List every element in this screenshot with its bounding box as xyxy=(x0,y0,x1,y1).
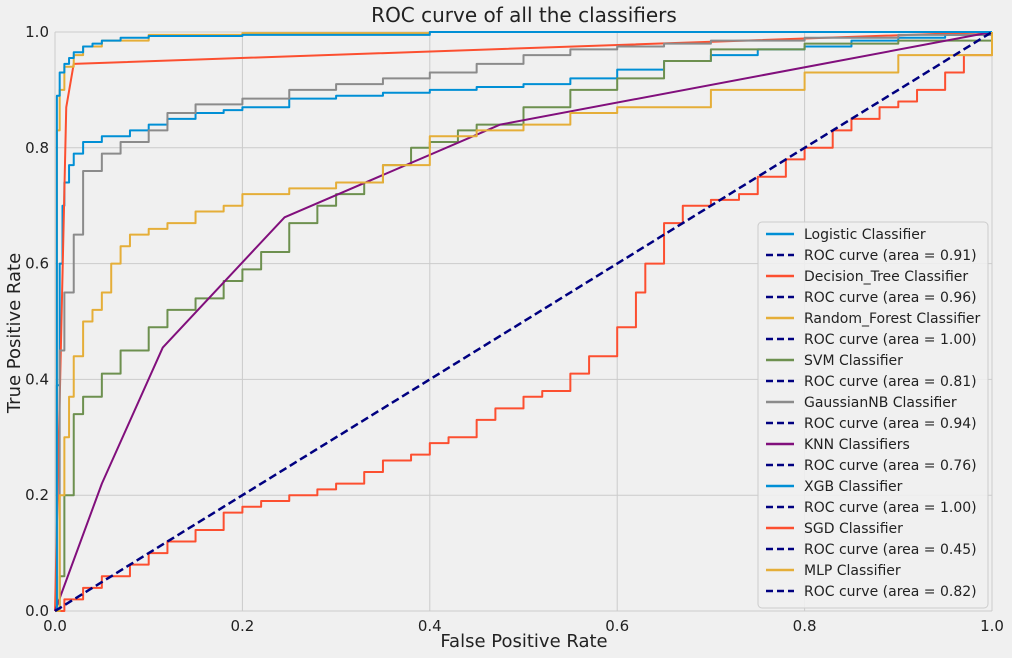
legend-label: SGD Classifier xyxy=(804,521,903,537)
series-line-gaussiannb-classifier xyxy=(55,32,993,612)
legend-label: XGB Classifier xyxy=(804,479,903,495)
x-tick-label: 0.2 xyxy=(230,617,254,635)
series-lines xyxy=(54,30,993,613)
x-tick-label: 1.0 xyxy=(980,617,1004,635)
x-tick-label: 0.4 xyxy=(418,617,442,635)
legend-label: ROC curve (area = 0.94) xyxy=(804,416,977,432)
y-tick-label: 1.0 xyxy=(25,23,49,41)
legend-label: MLP Classifier xyxy=(804,563,901,579)
y-axis-label: True Positive Rate xyxy=(4,253,25,414)
legend-label: ROC curve (area = 1.00) xyxy=(804,500,977,516)
tick-labels: 0.0 0.2 0.4 0.6 0.8 1.0 0.0 0.2 0.4 0.6 0.8 1.0 xyxy=(25,23,1004,635)
x-axis-label: False Positive Rate xyxy=(440,631,607,652)
legend-label: ROC curve (area = 0.96) xyxy=(804,290,977,306)
legend-label: SVM Classifier xyxy=(804,353,903,369)
legend-label: KNN Classifiers xyxy=(804,437,910,453)
y-tick-label: 0.2 xyxy=(25,486,49,504)
legend-label: Logistic Classifier xyxy=(804,227,926,243)
legend-label: ROC curve (area = 0.81) xyxy=(804,374,977,390)
x-tick-label: 0.8 xyxy=(793,617,817,635)
legend-label: Decision_Tree Classifier xyxy=(804,269,968,285)
series-line-xgb-classifier xyxy=(55,31,992,612)
legend-label: ROC curve (area = 0.82) xyxy=(804,584,977,600)
x-tick-label: 0.6 xyxy=(605,617,629,635)
y-tick-label: 0.8 xyxy=(25,139,49,157)
legend-label: ROC curve (area = 0.45) xyxy=(804,542,977,558)
legend-label: ROC curve (area = 0.91) xyxy=(804,248,977,264)
legend-label: ROC curve (area = 0.76) xyxy=(804,458,977,474)
x-tick-label: 0.0 xyxy=(43,617,67,635)
legend-label: GaussianNB Classifier xyxy=(804,395,957,411)
chart-title: ROC curve of all the classifiers xyxy=(371,3,677,27)
legend: Logistic Classifier ROC curve (area = 0.9… xyxy=(757,221,989,609)
y-tick-label: 0.0 xyxy=(25,602,49,620)
series-line-knn-classifiers xyxy=(54,31,993,612)
legend-label: Random_Forest Classifier xyxy=(804,311,981,327)
diagonal-chance-line xyxy=(54,30,993,613)
series-line-svm-classifier xyxy=(55,32,993,612)
y-tick-label: 0.6 xyxy=(25,255,49,273)
series-line-mlp-classifier xyxy=(55,32,993,612)
y-tick-label: 0.4 xyxy=(25,370,49,388)
legend-label: ROC curve (area = 1.00) xyxy=(804,332,977,348)
legend-frame xyxy=(757,221,989,609)
